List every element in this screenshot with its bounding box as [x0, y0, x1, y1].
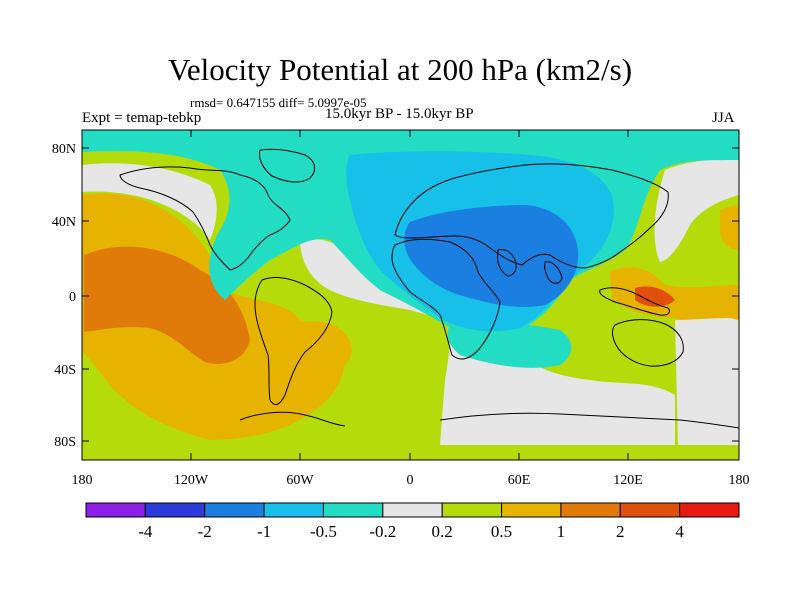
colorbar-swatch	[619, 502, 681, 518]
colorbar-swatch	[144, 502, 206, 518]
lat-tick-label: 40S	[54, 363, 76, 378]
greenland-coast	[259, 148, 316, 183]
lon-tick-label: 120E	[613, 473, 643, 488]
lon-tick-label: 60E	[508, 473, 531, 488]
colorbar-swatch	[322, 502, 384, 518]
experiment-label: Expt = temap-tebkp	[82, 110, 202, 126]
neutral-band-southeast	[675, 318, 739, 445]
stats-text: rmsd= 0.647155 diff= 5.0997e-05	[190, 95, 367, 110]
contour-field	[82, 130, 739, 460]
antarctica-coast-west	[239, 411, 346, 427]
north-america-coast	[119, 166, 291, 271]
colorbar-label: 2	[616, 522, 625, 541]
neutral-band-northeast	[654, 159, 739, 262]
lon-tick-label: 120W	[174, 473, 209, 488]
colorbar-label: 1	[557, 522, 566, 541]
colorbar-label: -4	[138, 522, 153, 541]
colorbar-label: 0.2	[432, 522, 453, 541]
colorbar-label: -2	[198, 522, 212, 541]
colorbar-swatch	[263, 502, 324, 518]
colorbar-label: 0.5	[491, 522, 512, 541]
lat-tick-label: 40N	[52, 215, 76, 230]
orange-region-west-pacific	[635, 286, 675, 307]
colorbar-swatch	[560, 502, 621, 518]
colorbar-swatch	[85, 502, 146, 518]
australia-coast	[612, 319, 684, 367]
latitude-axis: 80N 40N 0 40S 80S	[52, 142, 739, 450]
colorbar-swatch	[441, 502, 503, 518]
lon-tick-label: 60W	[286, 473, 314, 488]
lon-tick-label: 0	[407, 473, 414, 488]
coastlines	[119, 148, 739, 429]
period-label: 15.0kyr BP - 15.0kyr BP	[325, 106, 474, 122]
lat-tick-label: 0	[69, 290, 76, 305]
amber-region-atlantic	[297, 321, 352, 375]
orange-region-pacific	[84, 246, 250, 364]
colorbar-label: -0.2	[369, 522, 396, 541]
colorbar-label: 4	[675, 522, 684, 541]
colorbar: -4 -2 -1 -0.5 -0.2 0.2 0.5 1 2 4	[85, 502, 740, 541]
lat-tick-label: 80S	[54, 435, 76, 450]
colorbar-swatch	[382, 502, 443, 518]
neutral-band-north-pacific	[82, 163, 217, 240]
colorbar-swatch	[204, 502, 265, 518]
arabia-coast	[497, 249, 517, 277]
longitude-axis: 180 120W 60W 0 60E 120E 180	[72, 130, 750, 488]
maritime-continent-coast	[599, 287, 671, 316]
lon-tick-label: 180	[72, 473, 93, 488]
dark-blue-region-africa-asia	[404, 205, 579, 308]
plot-title: Velocity Potential at 200 hPa (km2/s)	[167, 52, 633, 87]
lat-tick-label: 80N	[52, 142, 76, 157]
india-coast	[544, 261, 563, 284]
colorbar-swatch	[679, 502, 740, 518]
colorbar-swatch	[501, 502, 562, 518]
lon-tick-label: 180	[729, 473, 750, 488]
amber-region-west-pacific	[610, 267, 739, 330]
colorbar-label: -0.5	[310, 522, 337, 541]
south-america-coast	[254, 277, 333, 406]
teal-region-indian-ocean	[447, 322, 572, 368]
colorbar-label: -1	[257, 522, 271, 541]
season-label: JJA	[712, 110, 735, 126]
eurasia-coast	[394, 163, 669, 269]
antarctica-coast-east	[439, 412, 739, 429]
amber-region-northeast	[719, 205, 739, 250]
africa-coast	[391, 238, 501, 360]
